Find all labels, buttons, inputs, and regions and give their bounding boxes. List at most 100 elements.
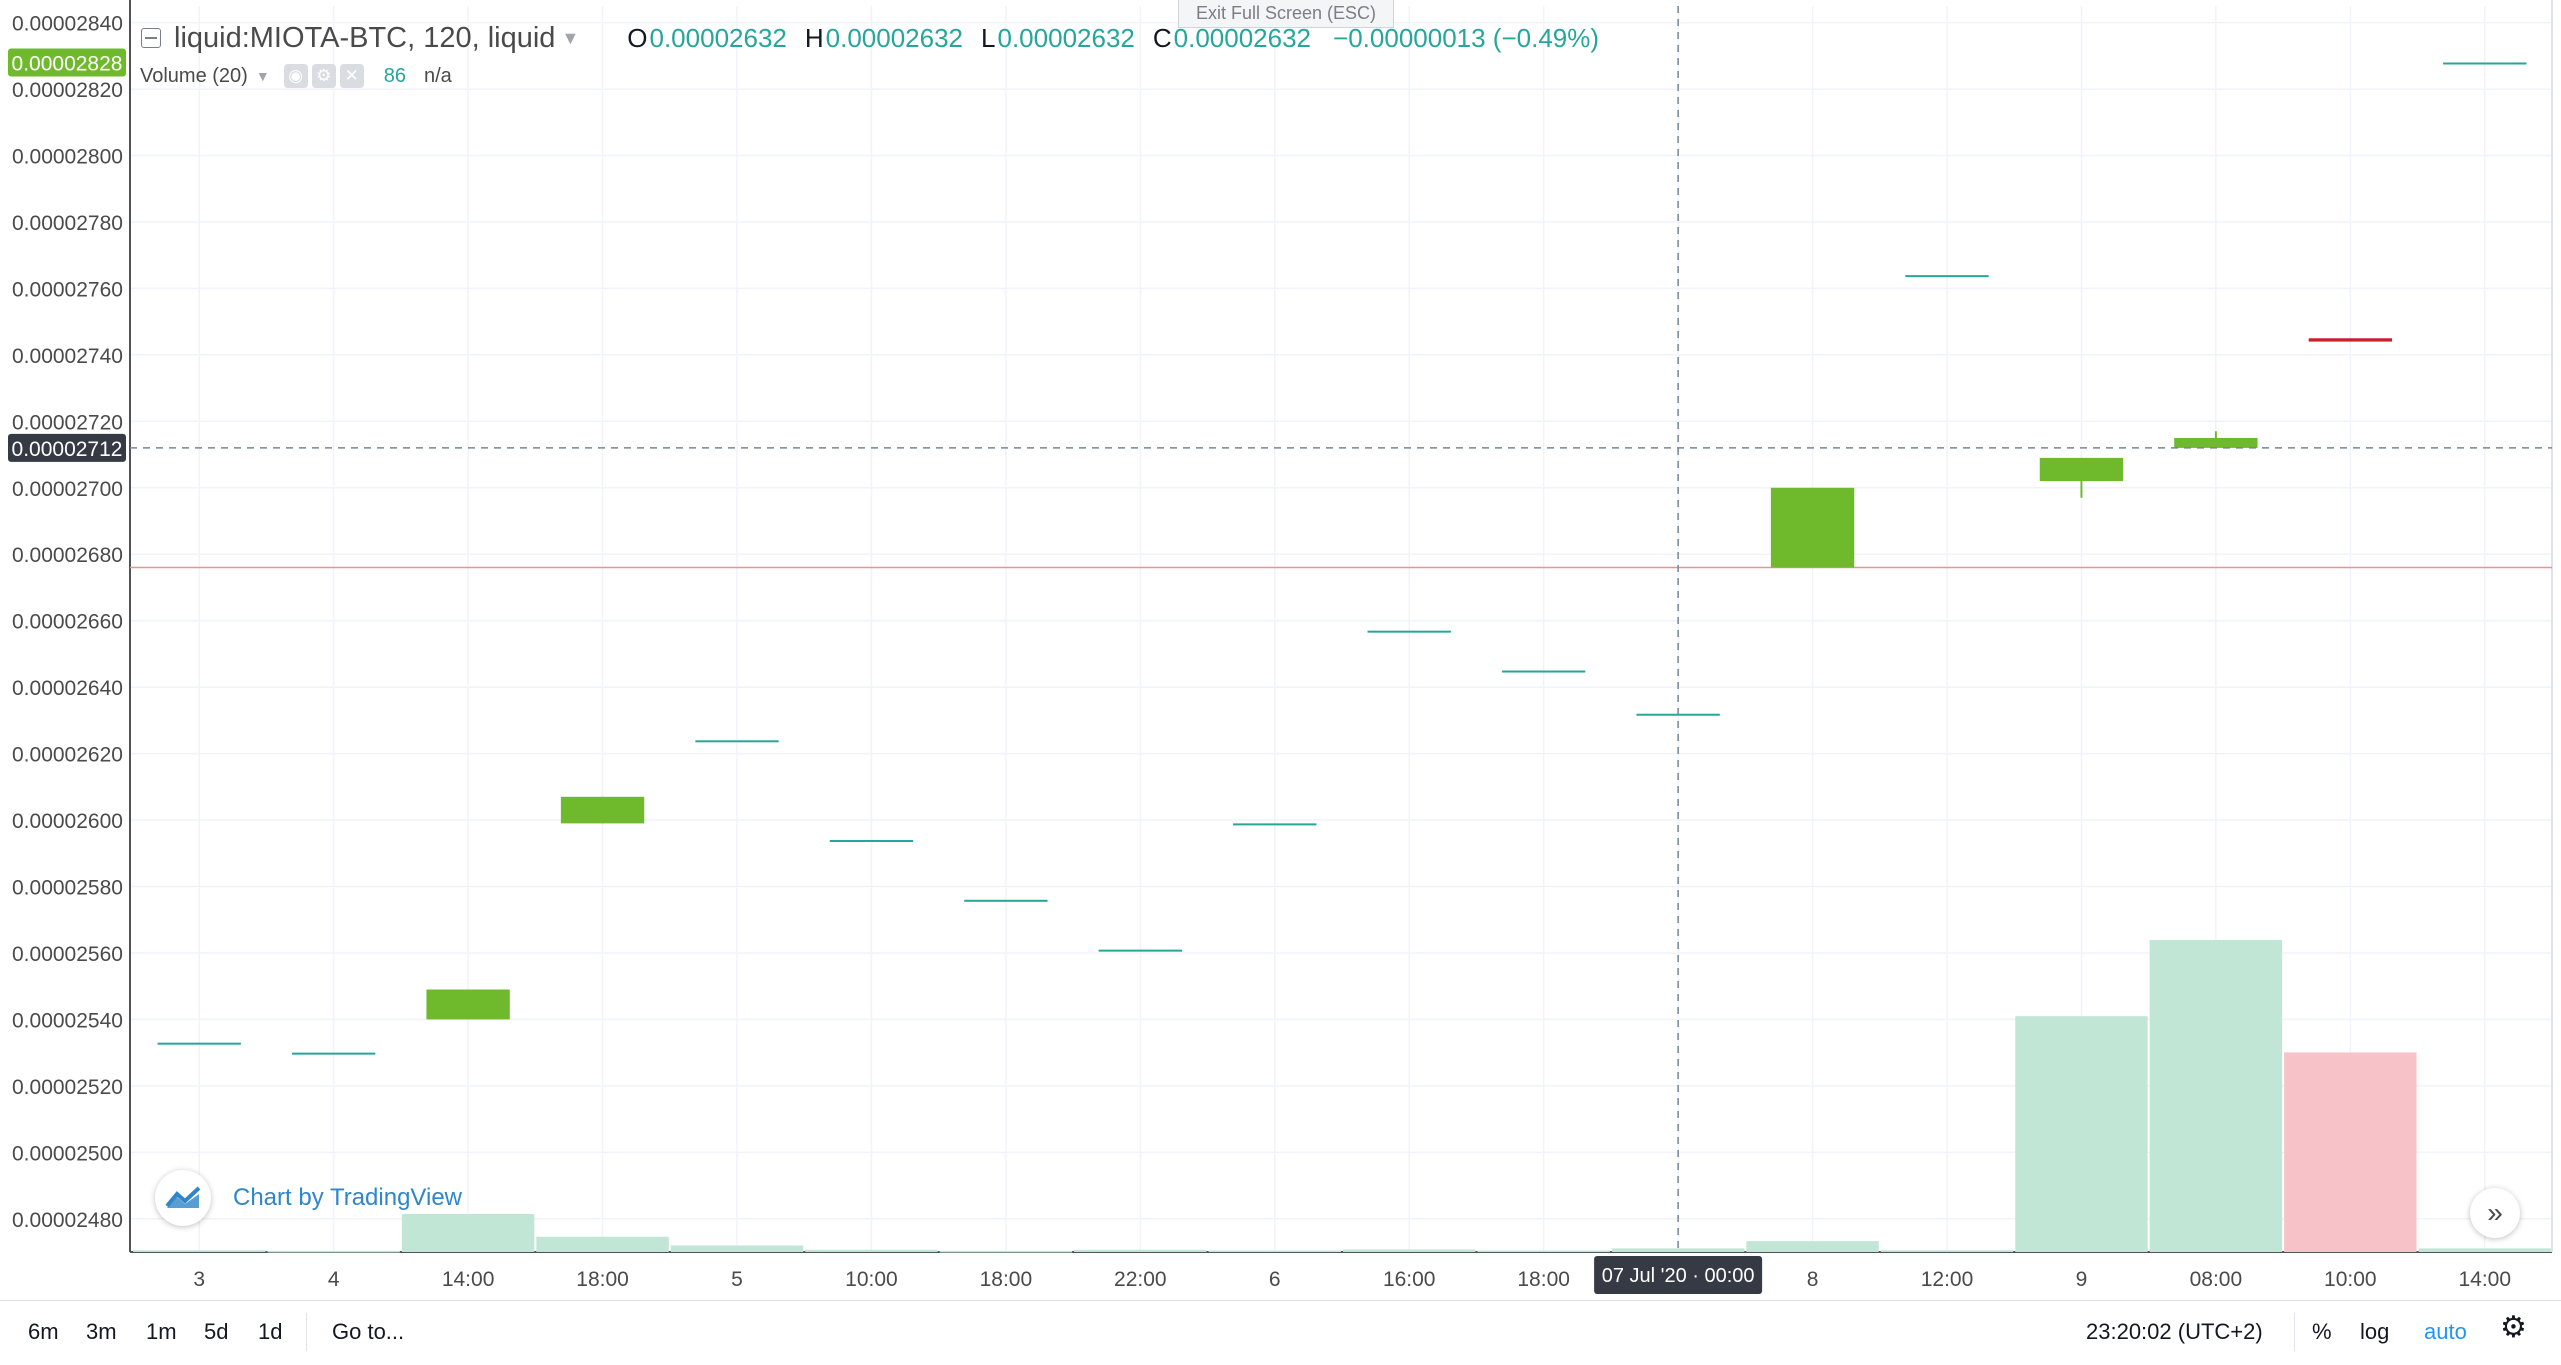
log-scale-button[interactable]: log bbox=[2360, 1319, 2390, 1344]
crosshair-price-label-bg bbox=[8, 433, 126, 462]
clock-readout[interactable]: 23:20:02 (UTC+2) bbox=[2086, 1319, 2263, 1344]
volume-bar bbox=[1208, 1250, 1341, 1253]
price-tick-label: 0.00002480 bbox=[12, 1209, 123, 1232]
volume-bar bbox=[1074, 1249, 1207, 1252]
close-icon[interactable]: ✕ bbox=[339, 64, 364, 88]
candle-body bbox=[560, 796, 645, 824]
toolbar-divider bbox=[306, 1313, 307, 1351]
price-tick-label: 0.00002520 bbox=[12, 1076, 123, 1099]
tradingview-watermark[interactable]: Chart by TradingView bbox=[155, 1170, 462, 1226]
price-tick-label: 0.00002640 bbox=[12, 677, 123, 700]
volume-bar bbox=[805, 1249, 938, 1252]
price-tick-label: 0.00002500 bbox=[12, 1142, 123, 1165]
time-tick-label: 14:00 bbox=[2458, 1268, 2511, 1291]
candle-body bbox=[2039, 457, 2124, 482]
toolbar-divider bbox=[2294, 1313, 2295, 1351]
symbol-title[interactable]: liquid:MIOTA-BTC, 120, liquid bbox=[174, 22, 556, 54]
candle-body bbox=[695, 740, 779, 743]
time-tick-label: 6 bbox=[1269, 1268, 1281, 1291]
ohlc-close-key: C bbox=[1152, 23, 1172, 53]
range-5d-button[interactable]: 5d bbox=[204, 1319, 229, 1344]
candle-body bbox=[2443, 62, 2527, 65]
chevron-down-icon[interactable]: ▼ bbox=[561, 28, 580, 48]
price-tick-label: 0.00002620 bbox=[12, 744, 123, 767]
range-3m-button[interactable]: 3m bbox=[86, 1319, 117, 1344]
volume-bar bbox=[267, 1250, 400, 1253]
volume-bar bbox=[2015, 1016, 2148, 1252]
time-tick-label: 10:00 bbox=[845, 1268, 898, 1291]
ohlc-close-value: 0.00002632 bbox=[1173, 23, 1312, 53]
volume-bar bbox=[939, 1250, 1073, 1253]
range-1m-button[interactable]: 1m bbox=[146, 1319, 177, 1344]
exit-fullscreen-button[interactable]: Exit Full Screen (ESC) bbox=[1178, 0, 1394, 28]
price-tick-label: 0.00002580 bbox=[12, 877, 123, 900]
candle-body bbox=[157, 1042, 241, 1045]
volume-bar bbox=[1746, 1241, 1879, 1252]
price-tick-label: 0.00002720 bbox=[12, 411, 123, 434]
volume-bar bbox=[1477, 1250, 1610, 1253]
ohlc-low-value: 0.00002632 bbox=[997, 23, 1135, 53]
candle-body bbox=[1501, 670, 1586, 673]
time-tick-label: 18:00 bbox=[1517, 1268, 1570, 1291]
collapse-legend-icon[interactable] bbox=[141, 28, 161, 48]
volume-bar bbox=[2418, 1248, 2551, 1252]
volume-legend: Volume (20) ▼ ◉ ⚙ ✕ 86 n/a bbox=[140, 64, 452, 88]
volume-bar bbox=[2284, 1052, 2417, 1252]
range-6m-button[interactable]: 6m bbox=[28, 1319, 59, 1344]
time-tick-label: 8 bbox=[1807, 1268, 1819, 1291]
gear-icon[interactable]: ⚙ bbox=[2500, 1311, 2527, 1344]
time-tick-label: 18:00 bbox=[980, 1268, 1033, 1291]
price-change: −0.00000013 (−0.49%) bbox=[1333, 23, 1600, 53]
candle-body bbox=[1233, 823, 1317, 826]
plot-area bbox=[130, 6, 2552, 1252]
volume-bar bbox=[536, 1236, 669, 1252]
chevron-down-icon[interactable]: ▼ bbox=[255, 68, 270, 84]
range-1d-button[interactable]: 1d bbox=[258, 1319, 283, 1344]
symbol-legend: liquid:MIOTA-BTC, 120, liquid ▼ O 0.00002… bbox=[138, 22, 1599, 55]
price-tick-label: 0.00002540 bbox=[12, 1009, 123, 1032]
time-tick-label: 4 bbox=[328, 1268, 340, 1291]
time-tick-label: 08:00 bbox=[2190, 1268, 2243, 1291]
time-tick-label: 9 bbox=[2076, 1268, 2088, 1291]
price-tick-label: 0.00002820 bbox=[12, 79, 123, 102]
eye-icon[interactable]: ◉ bbox=[283, 64, 308, 88]
candle-body bbox=[964, 899, 1048, 902]
volume-bar bbox=[1880, 1250, 2014, 1252]
time-tick-label: 22:00 bbox=[1114, 1268, 1167, 1291]
time-tick-label: 18:00 bbox=[576, 1268, 629, 1291]
volume-title[interactable]: Volume (20) bbox=[140, 64, 248, 87]
price-tick-label: 0.00002840 bbox=[12, 13, 123, 36]
volume-bar bbox=[2149, 940, 2283, 1252]
goto-button[interactable]: Go to... bbox=[332, 1319, 405, 1344]
time-tick-label: 12:00 bbox=[1921, 1268, 1974, 1291]
price-tick-label: 0.00002740 bbox=[12, 345, 123, 368]
last-price-label: 0.00002828 bbox=[12, 52, 123, 75]
gear-icon[interactable]: ⚙ bbox=[311, 64, 336, 88]
scroll-to-realtime-icon[interactable]: » bbox=[2470, 1188, 2520, 1238]
volume-value: 86 bbox=[383, 64, 406, 87]
price-tick-label: 0.00002800 bbox=[12, 146, 123, 169]
ohlc-high-key: H bbox=[804, 23, 824, 53]
auto-scale-button[interactable]: auto bbox=[2424, 1319, 2467, 1344]
time-tick-label: 5 bbox=[731, 1268, 743, 1291]
crosshair-price-label: 0.00002712 bbox=[12, 438, 123, 461]
percent-scale-button[interactable]: % bbox=[2312, 1319, 2332, 1344]
volume-bar bbox=[1343, 1249, 1476, 1252]
last-price-label-bg bbox=[8, 48, 126, 77]
price-chart[interactable]: 0.00002480 0.00002500 0.00002520 0.00002540… bbox=[0, 0, 2561, 1300]
candle-body bbox=[1098, 949, 1183, 952]
candle-body bbox=[2308, 338, 2393, 342]
volume-bar bbox=[670, 1245, 804, 1252]
price-tick-label: 0.00002660 bbox=[12, 611, 123, 634]
tradingview-logo-icon bbox=[155, 1170, 211, 1226]
candle-body bbox=[1905, 275, 1989, 278]
time-tick-label: 3 bbox=[193, 1268, 205, 1291]
time-tick-label: 10:00 bbox=[2324, 1268, 2377, 1291]
ohlc-low-key: L bbox=[981, 23, 996, 53]
price-tick-label: 0.00002780 bbox=[12, 212, 123, 235]
time-tick-label: 14:00 bbox=[442, 1268, 495, 1291]
candle-body bbox=[1367, 630, 1451, 633]
ohlc-high-value: 0.00002632 bbox=[825, 23, 964, 53]
volume-bar bbox=[133, 1250, 266, 1252]
